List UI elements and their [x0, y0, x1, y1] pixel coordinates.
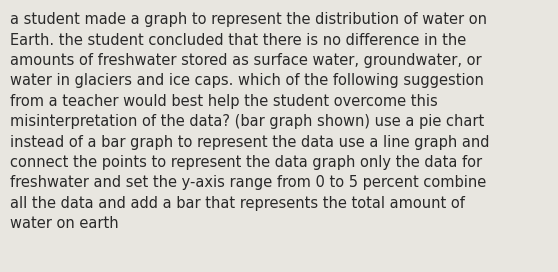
- Text: a student made a graph to represent the distribution of water on
Earth. the stud: a student made a graph to represent the …: [10, 12, 489, 231]
